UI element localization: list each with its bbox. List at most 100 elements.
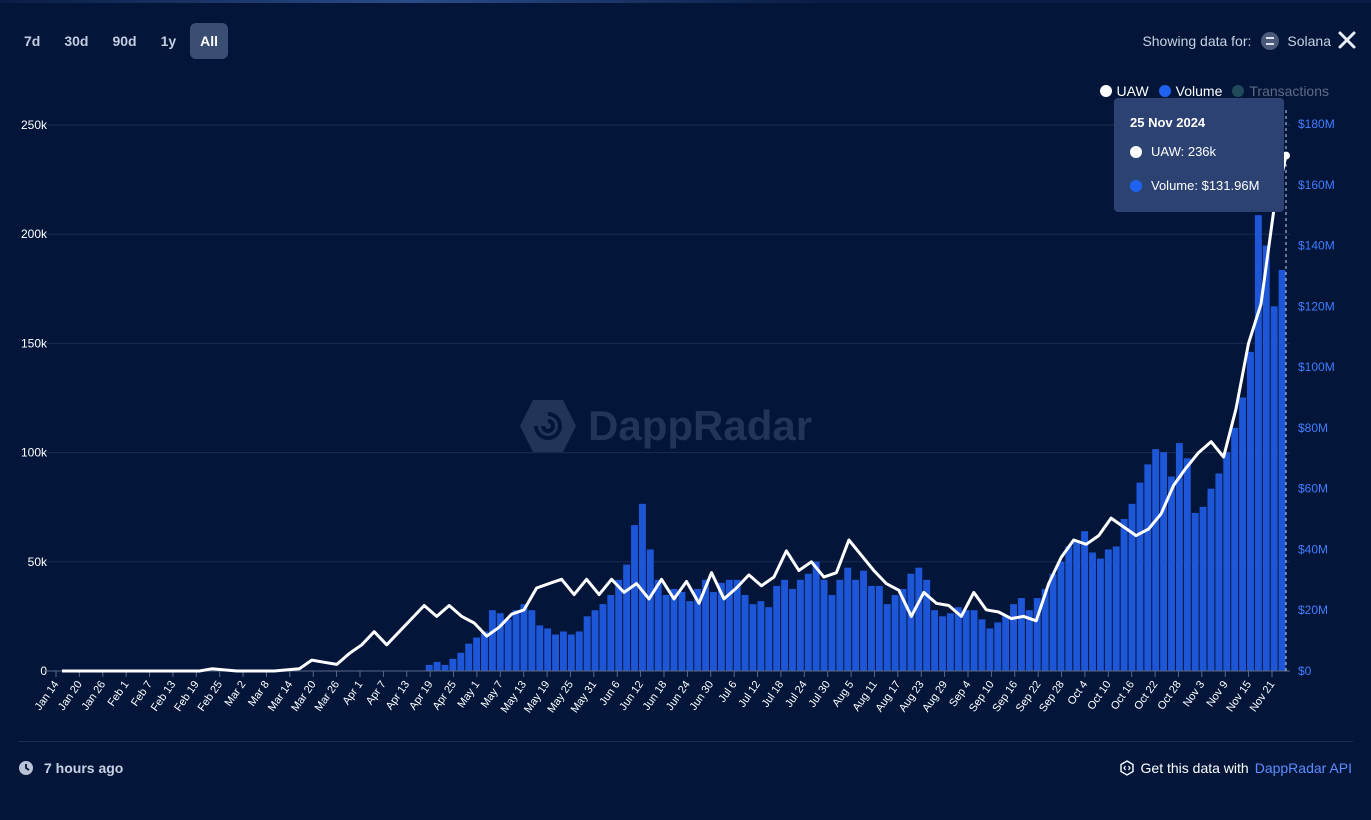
y-right-tick-label: $80M xyxy=(1298,421,1328,435)
volume-bar xyxy=(567,634,575,671)
volume-bar xyxy=(931,610,939,671)
tooltip-uaw-row: UAW: 236k xyxy=(1130,144,1216,159)
x-tick-label: May 1 xyxy=(455,679,482,710)
uaw-series-line xyxy=(62,155,1288,673)
volume-bar xyxy=(504,619,512,671)
volume-bar xyxy=(1025,610,1033,671)
x-tick-label: Apr 19 xyxy=(407,679,435,712)
volume-bar xyxy=(449,658,457,671)
tooltip-uaw-dot-icon xyxy=(1130,145,1142,158)
uaw-hover-point xyxy=(1282,151,1290,160)
volume-bar xyxy=(496,613,504,671)
volume-bar xyxy=(717,582,725,671)
volume-bar xyxy=(883,604,891,671)
volume-bar xyxy=(749,604,757,671)
volume-bar xyxy=(1096,558,1104,671)
volume-bar xyxy=(433,661,441,671)
dappradar-logo-icon xyxy=(520,400,576,452)
x-tick-label: Oct 28 xyxy=(1156,679,1184,712)
x-tick-label: Feb 25 xyxy=(196,679,225,714)
volume-bar xyxy=(646,549,654,671)
x-tick-label: Jul 30 xyxy=(806,679,833,710)
volume-bar xyxy=(828,595,836,671)
volume-bar xyxy=(623,564,631,671)
y-right-tick-label: $140M xyxy=(1298,239,1335,253)
x-tick-label: Aug 29 xyxy=(920,679,950,714)
x-tick-label: Mar 26 xyxy=(313,679,342,714)
volume-bar xyxy=(789,588,796,671)
volume-bar xyxy=(804,573,812,671)
volume-bar xyxy=(1010,604,1018,671)
volume-bar xyxy=(994,622,1002,671)
volume-bar xyxy=(473,637,481,671)
volume-bar xyxy=(536,625,544,671)
volume-bar xyxy=(1239,397,1247,671)
volume-bar xyxy=(1049,573,1057,671)
volume-bar xyxy=(915,567,923,671)
volume-bar xyxy=(907,573,915,671)
clock-icon xyxy=(19,761,33,775)
volume-bar xyxy=(583,616,591,671)
chain-name: Solana xyxy=(1287,33,1331,49)
volume-bar xyxy=(694,588,702,671)
volume-bar xyxy=(765,607,773,671)
volume-bar xyxy=(599,604,607,671)
range-7d-button[interactable]: 7d xyxy=(24,33,41,49)
tooltip-volume-value: Volume: $131.96M xyxy=(1151,178,1260,193)
y-right-tick-label: $120M xyxy=(1298,299,1335,313)
volume-bar xyxy=(1270,306,1278,671)
volume-bar xyxy=(1152,449,1160,671)
volume-bar xyxy=(946,613,954,671)
volume-bar xyxy=(1144,464,1152,671)
legend-uaw-label: UAW xyxy=(1116,83,1149,99)
legend-volume[interactable]: Volume xyxy=(1158,83,1223,99)
volume-bar xyxy=(796,579,804,671)
uaw-dot-icon xyxy=(1099,85,1112,97)
volume-bar xyxy=(425,664,433,671)
x-tick-label: Nov 21 xyxy=(1248,679,1278,714)
y-left-tick-label: 250k xyxy=(21,118,48,132)
close-icon[interactable] xyxy=(1335,28,1359,52)
volume-bar xyxy=(638,503,646,671)
y-right-tick-label: $100M xyxy=(1298,360,1335,374)
volume-bar xyxy=(899,588,907,671)
volume-bar xyxy=(1120,519,1128,671)
volume-bar xyxy=(465,643,473,671)
api-text: Get this data with xyxy=(1140,760,1249,776)
range-1y-button[interactable]: 1y xyxy=(160,33,177,49)
volume-bar xyxy=(1002,616,1010,671)
tooltip-date: 25 Nov 2024 xyxy=(1130,115,1206,130)
legend-volume-label: Volume xyxy=(1175,83,1223,99)
volume-bar xyxy=(552,634,559,671)
volume-bar xyxy=(939,616,946,671)
volume-bar xyxy=(702,579,710,671)
y-left-tick-label: 0 xyxy=(40,664,47,678)
volume-bar xyxy=(575,631,583,671)
y-right-tick-label: $180M xyxy=(1298,117,1335,131)
x-tick-label: Jul 24 xyxy=(783,679,810,710)
legend-uaw[interactable]: UAW xyxy=(1099,83,1149,99)
volume-bar xyxy=(488,610,496,671)
range-30d-button[interactable]: 30d xyxy=(64,33,89,49)
y-left-tick-label: 200k xyxy=(21,227,48,241)
chain-filter: Showing data for: Solana xyxy=(1142,32,1331,50)
volume-bar xyxy=(591,610,599,671)
legend-transactions-label: Transactions xyxy=(1249,83,1329,99)
legend-transactions[interactable]: Transactions xyxy=(1232,83,1329,99)
code-icon xyxy=(1119,760,1134,776)
y-right-tick-label: $40M xyxy=(1298,542,1328,556)
tooltip-volume-dot-icon xyxy=(1130,179,1142,192)
range-all-button[interactable]: All xyxy=(190,23,229,59)
range-90d-button[interactable]: 90d xyxy=(112,33,137,49)
volume-bar xyxy=(1254,215,1262,671)
volume-bar xyxy=(481,631,488,671)
volume-bar xyxy=(441,664,449,671)
x-tick-label: Feb 1 xyxy=(106,679,132,709)
volume-bar xyxy=(875,585,883,671)
volume-bar xyxy=(528,610,536,671)
dappradar-api-link[interactable]: DappRadar API xyxy=(1254,760,1352,776)
y-right-tick-label: $60M xyxy=(1298,482,1328,496)
tooltip-volume-row: Volume: $131.96M xyxy=(1130,178,1259,193)
solana-icon xyxy=(1261,32,1280,50)
volume-bar xyxy=(1278,269,1286,671)
